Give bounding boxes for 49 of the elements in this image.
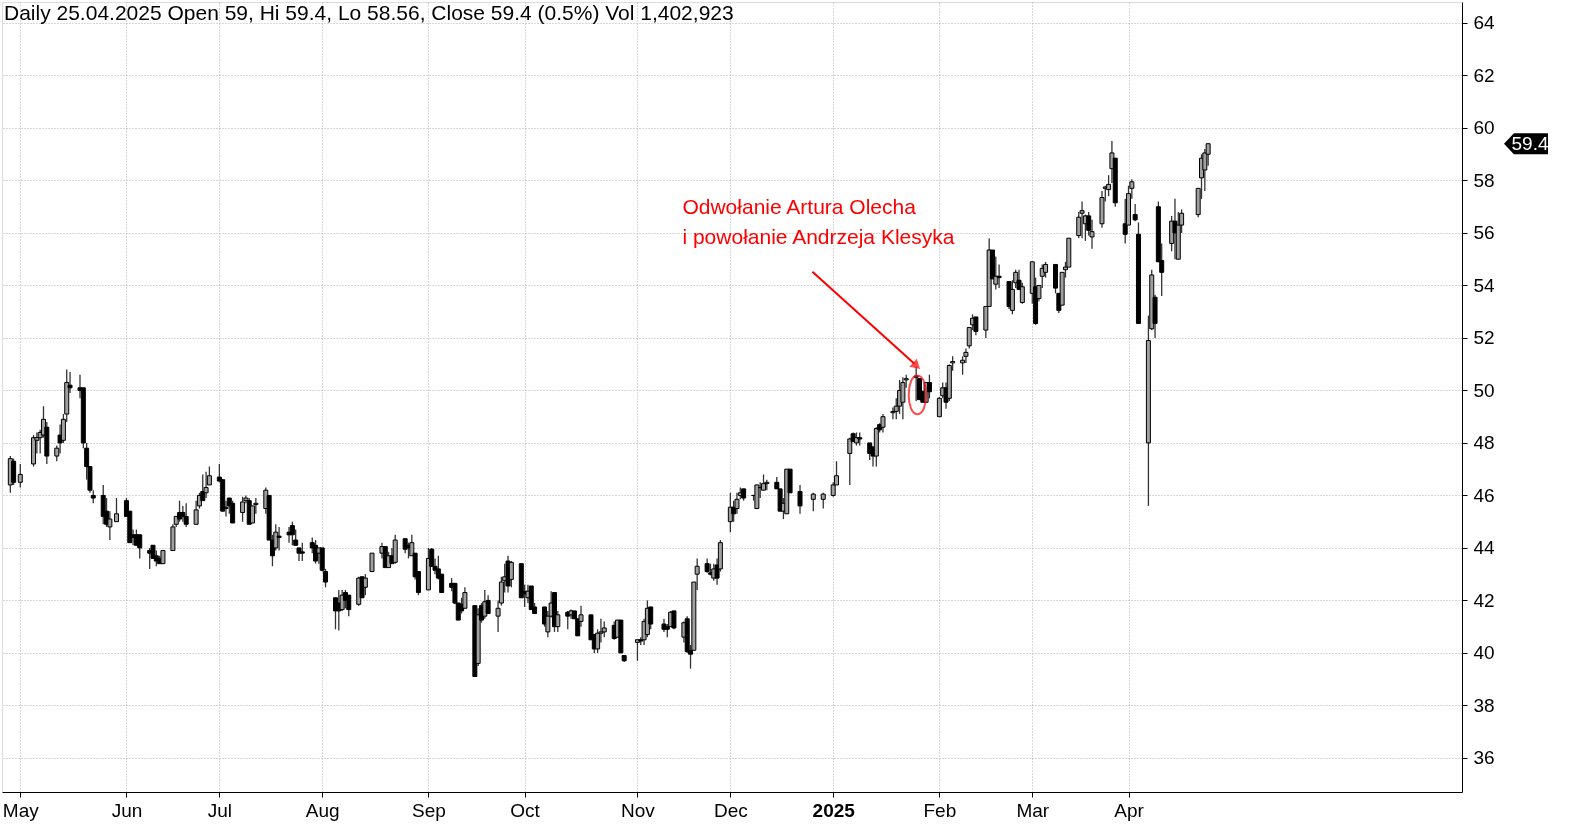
x-tick-label: Oct xyxy=(510,799,541,821)
y-tick-label: 38 xyxy=(1473,694,1495,716)
y-tick-label: 52 xyxy=(1473,327,1495,349)
y-tick-label: 36 xyxy=(1473,747,1495,769)
y-tick-label: 54 xyxy=(1473,274,1496,296)
x-tick-label: Dec xyxy=(713,799,748,821)
candlestick xyxy=(100,484,106,525)
candlestick xyxy=(362,573,368,596)
y-tick-label: 40 xyxy=(1473,642,1495,664)
candlestick xyxy=(926,374,932,399)
candlestick xyxy=(17,463,23,489)
candlestick xyxy=(485,594,491,615)
candlestick xyxy=(508,560,514,588)
x-tick-label: Nov xyxy=(621,799,656,821)
candlestick xyxy=(137,534,143,560)
y-tick-label: 50 xyxy=(1473,379,1495,401)
y-tick-label: 60 xyxy=(1473,117,1495,139)
candlestick xyxy=(1106,174,1112,197)
annotation: Odwołanie Artura Olecha i powołanie Andrzeja Klesyka xyxy=(682,194,955,248)
y-tick-label: 46 xyxy=(1473,484,1495,506)
y-tick-label: 58 xyxy=(1473,169,1495,191)
y-tick-label: 44 xyxy=(1473,537,1496,559)
x-tick-label: Feb xyxy=(923,799,957,821)
chart-title: Daily 25.04.2025 Open 59, Hi 59.4, Lo 58.56, Close 59.4 (0.5%) Vol 1,402,923 xyxy=(4,1,734,24)
x-tick-label: May xyxy=(2,799,40,821)
x-tick-label: Jul xyxy=(207,799,233,821)
candlestick xyxy=(276,526,282,552)
x-tick-label: Sep xyxy=(411,799,446,821)
y-tick-label: 48 xyxy=(1473,432,1495,454)
candlestick xyxy=(528,585,534,611)
candlestick xyxy=(996,263,1002,289)
candlestick xyxy=(847,437,853,486)
y-tick-label: 56 xyxy=(1473,222,1495,244)
candlestick xyxy=(203,471,209,499)
x-tick-label: 2025 xyxy=(812,799,856,821)
candlestick xyxy=(11,458,17,486)
candlestick xyxy=(180,505,186,523)
x-tick-label: Mar xyxy=(1016,799,1050,821)
candlestick xyxy=(1079,200,1085,239)
y-tick-label: 42 xyxy=(1473,589,1495,611)
candlestick xyxy=(1019,282,1025,305)
y-tick-label: 64 xyxy=(1473,12,1496,34)
x-tick-label: Apr xyxy=(1114,799,1145,821)
y-tick-label: 62 xyxy=(1473,64,1495,86)
candlestick xyxy=(369,552,375,573)
text: 59.4 xyxy=(1511,132,1549,154)
x-tick-label: Aug xyxy=(305,799,340,821)
candlestick xyxy=(797,484,803,515)
x-tick-label: Jun xyxy=(111,799,143,821)
